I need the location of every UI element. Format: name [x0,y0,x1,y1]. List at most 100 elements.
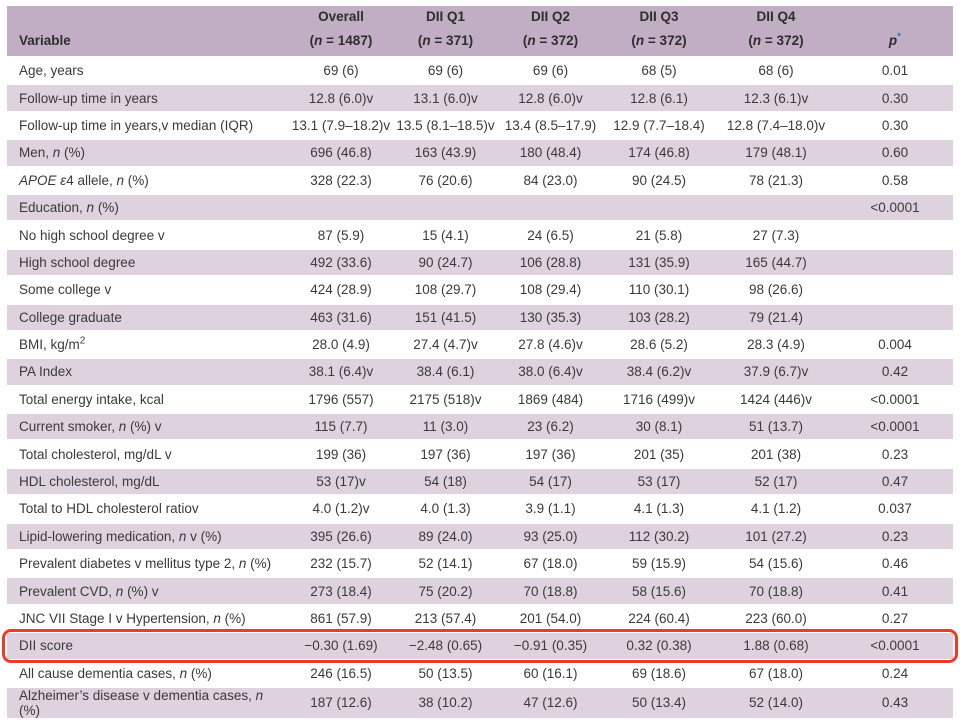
variable-cell: Follow-up time in years [7,85,289,111]
table-row: BMI, kg/m2 28.0 (4.9) 27.4 (4.7)v 27.8 (4.6… [7,331,953,358]
value-cell: 38.4 (6.2)v [603,359,715,385]
table-row: All cause dementia cases, n (%) 246 (16.5… [7,660,953,686]
value-cell: 1796 (557) [289,386,393,413]
column-header-dii-q1: DII Q1 (n = 371) [393,6,498,56]
value-cell: 328 (22.3) [289,167,393,193]
value-cell: 90 (24.5) [603,167,715,193]
value-cell: 69 (6) [498,58,603,84]
value-cell: 12.3 (6.1)v [715,85,837,111]
value-cell: 28.6 (5.2) [603,331,715,358]
value-cell: 187 (12.6) [289,687,393,718]
value-cell: 163 (43.9) [393,140,498,166]
value-cell: 12.8 (6.0)v [498,85,603,111]
value-cell: 180 (48.4) [498,140,603,166]
p-value-cell: 0.60 [837,140,953,166]
value-cell: 115 (7.7) [289,414,393,440]
value-cell: 28.0 (4.9) [289,331,393,358]
value-cell: 23 (6.2) [498,414,603,440]
value-cell: 13.4 (8.5–17.9) [498,112,603,139]
value-cell: 12.8 (6.1) [603,85,715,111]
variable-cell: Age, years [7,58,289,84]
column-header-dii-q3: DII Q3 (n = 372) [603,6,715,56]
column-header-dii-q2: DII Q2 (n = 372) [498,6,603,56]
value-cell: 70 (18.8) [715,578,837,604]
value-cell: 13.5 (8.1–18.5)v [393,112,498,139]
value-cell: 199 (36) [289,441,393,467]
p-value-cell: <0.0001 [837,194,953,221]
table-row: Current smoker, n (%) v 115 (7.7) 11 (3.0)… [7,414,953,440]
header-row: Variable Overall (n = 1487) DII Q1 (n = 371)… [7,6,953,56]
value-cell: 2175 (518)v [393,386,498,413]
table-row: No high school degree v 87 (5.9) 15 (4.1) 2… [7,222,953,248]
value-cell: 0.32 (0.38) [603,633,715,659]
table-row: Age, years 69 (6) 69 (6) 69 (6) 68 (5) 68 (6)… [7,58,953,84]
value-cell: 30 (8.1) [603,414,715,440]
value-cell: 395 (26.6) [289,523,393,550]
value-cell: 861 (57.9) [289,605,393,632]
value-cell: 69 (6) [289,58,393,84]
value-cell: 54 (18) [393,468,498,495]
p-value-cell [837,277,953,303]
value-cell: 52 (14.1) [393,551,498,577]
value-cell: 130 (35.3) [498,304,603,330]
p-value-cell: 0.23 [837,441,953,467]
value-cell: 38.4 (6.1) [393,359,498,385]
value-cell: 76 (20.6) [393,167,498,193]
p-value-cell: 0.01 [837,58,953,84]
variable-cell: BMI, kg/m2 [7,331,289,358]
value-cell: 60 (16.1) [498,660,603,686]
value-cell [393,194,498,221]
value-cell: 93 (25.0) [498,523,603,550]
value-cell: 101 (27.2) [715,523,837,550]
table-body: Age, years 69 (6) 69 (6) 69 (6) 68 (5) 68 (6)… [7,58,953,718]
column-header-variable: Variable [7,6,289,56]
table-row: Some college v 424 (28.9) 108 (29.7) 108 (2… [7,277,953,303]
column-header-p: p* [837,6,953,56]
p-value-cell: <0.0001 [837,633,953,659]
value-cell: 106 (28.8) [498,249,603,276]
variable-cell: Alzheimer’s disease v dementia cases, n … [7,687,289,718]
table-row: High school degree 492 (33.6) 90 (24.7) 106… [7,249,953,276]
table-row: Lipid-lowering medication, n v (%) 395 (2… [7,523,953,550]
value-cell: 463 (31.6) [289,304,393,330]
value-cell: 70 (18.8) [498,578,603,604]
value-cell: 165 (44.7) [715,249,837,276]
value-cell: 492 (33.6) [289,249,393,276]
table-row: JNC VII Stage I v Hypertension, n (%) 861… [7,605,953,632]
p-value-cell: 0.30 [837,112,953,139]
value-cell: 98 (26.6) [715,277,837,303]
p-value-cell: 0.42 [837,359,953,385]
value-cell: 246 (16.5) [289,660,393,686]
value-cell: 27 (7.3) [715,222,837,248]
value-cell: 108 (29.7) [393,277,498,303]
variable-cell: Men, n (%) [7,140,289,166]
value-cell: 4.1 (1.3) [603,496,715,522]
variable-cell: Prevalent CVD, n (%) v [7,578,289,604]
table-row: APOE ε4 allele, n (%) 328 (22.3) 76 (20.6)… [7,167,953,193]
variable-cell: PA Index [7,359,289,385]
table-row: College graduate 463 (31.6) 151 (41.5) 130 … [7,304,953,330]
value-cell: 15 (4.1) [393,222,498,248]
p-value-cell: 0.23 [837,523,953,550]
value-cell: 4.0 (1.2)v [289,496,393,522]
value-cell: 87 (5.9) [289,222,393,248]
value-cell: 79 (21.4) [715,304,837,330]
value-cell: 54 (15.6) [715,551,837,577]
value-cell: 27.4 (4.7)v [393,331,498,358]
p-value-cell: 0.004 [837,331,953,358]
value-cell: 50 (13.5) [393,660,498,686]
variable-cell: Current smoker, n (%) v [7,414,289,440]
value-cell: 103 (28.2) [603,304,715,330]
value-cell: 273 (18.4) [289,578,393,604]
table-row: Education, n (%) <0.0001 [7,194,953,221]
value-cell: 67 (18.0) [498,551,603,577]
value-cell: 50 (13.4) [603,687,715,718]
variable-cell: Total cholesterol, mg/dL v [7,441,289,467]
value-cell: 11 (3.0) [393,414,498,440]
variable-cell: DII score [7,633,289,659]
value-cell: 68 (5) [603,58,715,84]
value-cell [603,194,715,221]
p-value-cell: 0.43 [837,687,953,718]
value-cell: 67 (18.0) [715,660,837,686]
variable-cell: High school degree [7,249,289,276]
